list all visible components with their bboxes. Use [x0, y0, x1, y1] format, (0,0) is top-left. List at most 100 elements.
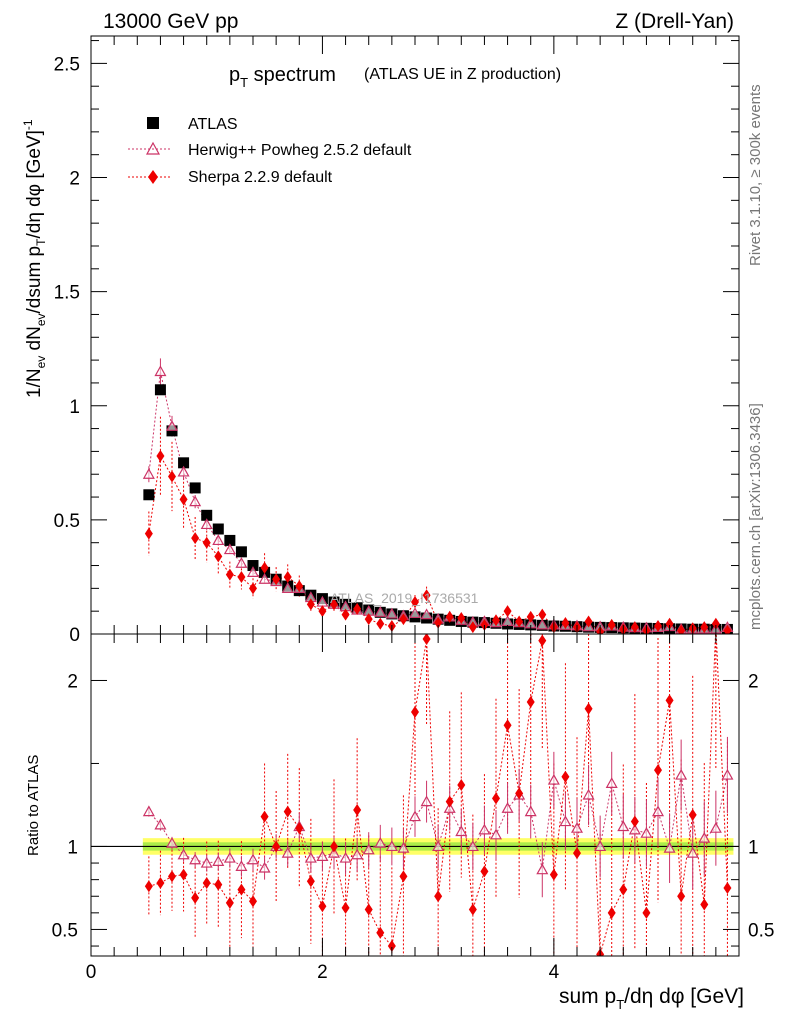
ratio-sherpa-point [225, 896, 234, 909]
sherpa-point [607, 618, 616, 631]
legend-sherpa-marker [148, 170, 158, 184]
ratio-sherpa-point [399, 870, 408, 883]
ratio-sherpa-point [179, 868, 188, 881]
ratio-herwig-point [235, 860, 248, 871]
ratio-sherpa-point [156, 876, 165, 889]
ratio-sherpa-point [561, 770, 570, 783]
sherpa-point [411, 596, 419, 609]
legend: ATLAS Herwig++ Powheg 2.5.2 default Sher… [128, 116, 412, 186]
sherpa-point [654, 620, 662, 633]
sherpa-point [630, 621, 639, 634]
sherpa-point [711, 617, 720, 630]
ratio-herwig-point [675, 768, 688, 780]
ratio-sherpa-point [202, 876, 211, 889]
ratio-sherpa-point [295, 822, 304, 835]
sherpa-point [468, 621, 477, 634]
sherpa-point [665, 617, 674, 630]
atlas-point [154, 384, 166, 396]
herwig-point [165, 420, 179, 431]
sherpa-point [561, 617, 570, 630]
ratio-herwig-point [443, 802, 456, 813]
ratio-uncertainty-band [91, 838, 739, 855]
ratio-herwig-point [397, 841, 410, 853]
sherpa-point [237, 570, 246, 583]
main-y-axis-label: 1/Nev dNev/dsum pT/dη dφ [GeV]-1 [21, 119, 48, 398]
herwig-point [385, 607, 398, 619]
ratio-sherpa-point [677, 890, 686, 903]
main-y-tick-label: 2.5 [54, 54, 80, 75]
ratio-herwig-point [501, 802, 514, 813]
ratio-sherpa-point [191, 891, 200, 904]
ratio-y-tick-label-right: 2 [748, 671, 759, 692]
x-tick-label: 0 [86, 962, 97, 983]
sherpa-point [214, 550, 223, 563]
sherpa-point [526, 610, 535, 623]
ratio-sherpa-point [422, 634, 431, 645]
ratio-sherpa-point [468, 903, 477, 916]
ratio-herwig-point [200, 856, 213, 868]
ratio-sherpa-point [330, 840, 338, 853]
ratio-sherpa-point [584, 702, 593, 715]
legend-herwig-label: Herwig++ Powheg 2.5.2 default [188, 142, 412, 159]
ratio-sherpa-point [411, 706, 419, 719]
herwig-point [142, 467, 155, 479]
ratio-sherpa-point [642, 906, 651, 919]
sherpa-point [225, 568, 234, 581]
herwig-point [258, 572, 271, 584]
sherpa-point [434, 616, 443, 629]
ratio-herwig-point [640, 826, 653, 838]
atlas-point [224, 534, 236, 546]
sherpa-point [700, 621, 709, 634]
x-axis-label: sum pT/dη dφ [GeV] [559, 985, 744, 1012]
ratio-sherpa-point [214, 878, 223, 891]
herwig-point [374, 606, 387, 617]
ratio-herwig-point [165, 836, 179, 848]
sherpa-point [515, 615, 524, 628]
ratio-herwig-point [547, 773, 560, 785]
sherpa-point [156, 449, 165, 462]
sherpa-point [503, 605, 512, 618]
herwig-point [408, 607, 422, 619]
ratio-herwig-point [177, 848, 190, 860]
ratio-herwig-point [258, 861, 271, 873]
main-y-tick-label: 1 [69, 397, 80, 418]
ratio-herwig-point [536, 863, 549, 875]
ratio-sherpa-point [492, 792, 500, 805]
ratio-herwig-point [559, 815, 572, 827]
ratio-herwig-point [223, 851, 236, 863]
ratio-x-ticks: 0 2 4 [86, 634, 740, 983]
ratio-sherpa-point [549, 868, 558, 881]
ratio-y-tick-label-right: 0.5 [748, 920, 774, 941]
legend-sherpa-label: Sherpa 2.2.9 default [188, 169, 333, 186]
ratio-sherpa-point [260, 810, 269, 823]
ratio-sherpa-point [318, 900, 327, 913]
sherpa-point [295, 580, 304, 593]
ratio-y-tick-label: 1 [67, 837, 78, 858]
ratio-herwig-point [628, 823, 641, 835]
ratio-sherpa-point [688, 808, 697, 821]
watermark: ATLAS_2019_I1736531 [330, 590, 479, 606]
ratio-herwig-point [524, 805, 537, 817]
ratio-herwig-point [663, 841, 676, 853]
ratio-herwig-point [651, 805, 665, 817]
ratio-panel: 0.5 0.5 1 1 2 2 0 2 4 [52, 633, 774, 983]
ratio-herwig-point [617, 820, 630, 832]
atlas-point [189, 482, 201, 494]
ratio-sherpa-point [573, 847, 581, 860]
ratio-sherpa-point [723, 881, 732, 894]
process-label: Z (Drell-Yan) [615, 10, 734, 33]
ratio-sherpa-point [480, 865, 489, 878]
herwig-point [200, 518, 213, 530]
sherpa-point [260, 561, 269, 574]
atlas-point [143, 489, 155, 501]
sherpa-point [318, 605, 327, 618]
ratio-sherpa-point [654, 764, 662, 777]
sherpa-point [330, 598, 338, 611]
herwig-point [154, 365, 167, 377]
ratio-sherpa-point [364, 903, 373, 916]
main-x-ticks [90, 36, 740, 634]
ratio-herwig-point [189, 853, 202, 865]
ratio-herwig-point [385, 840, 398, 852]
plot-subtitle: (ATLAS UE in Z production) [364, 66, 561, 83]
